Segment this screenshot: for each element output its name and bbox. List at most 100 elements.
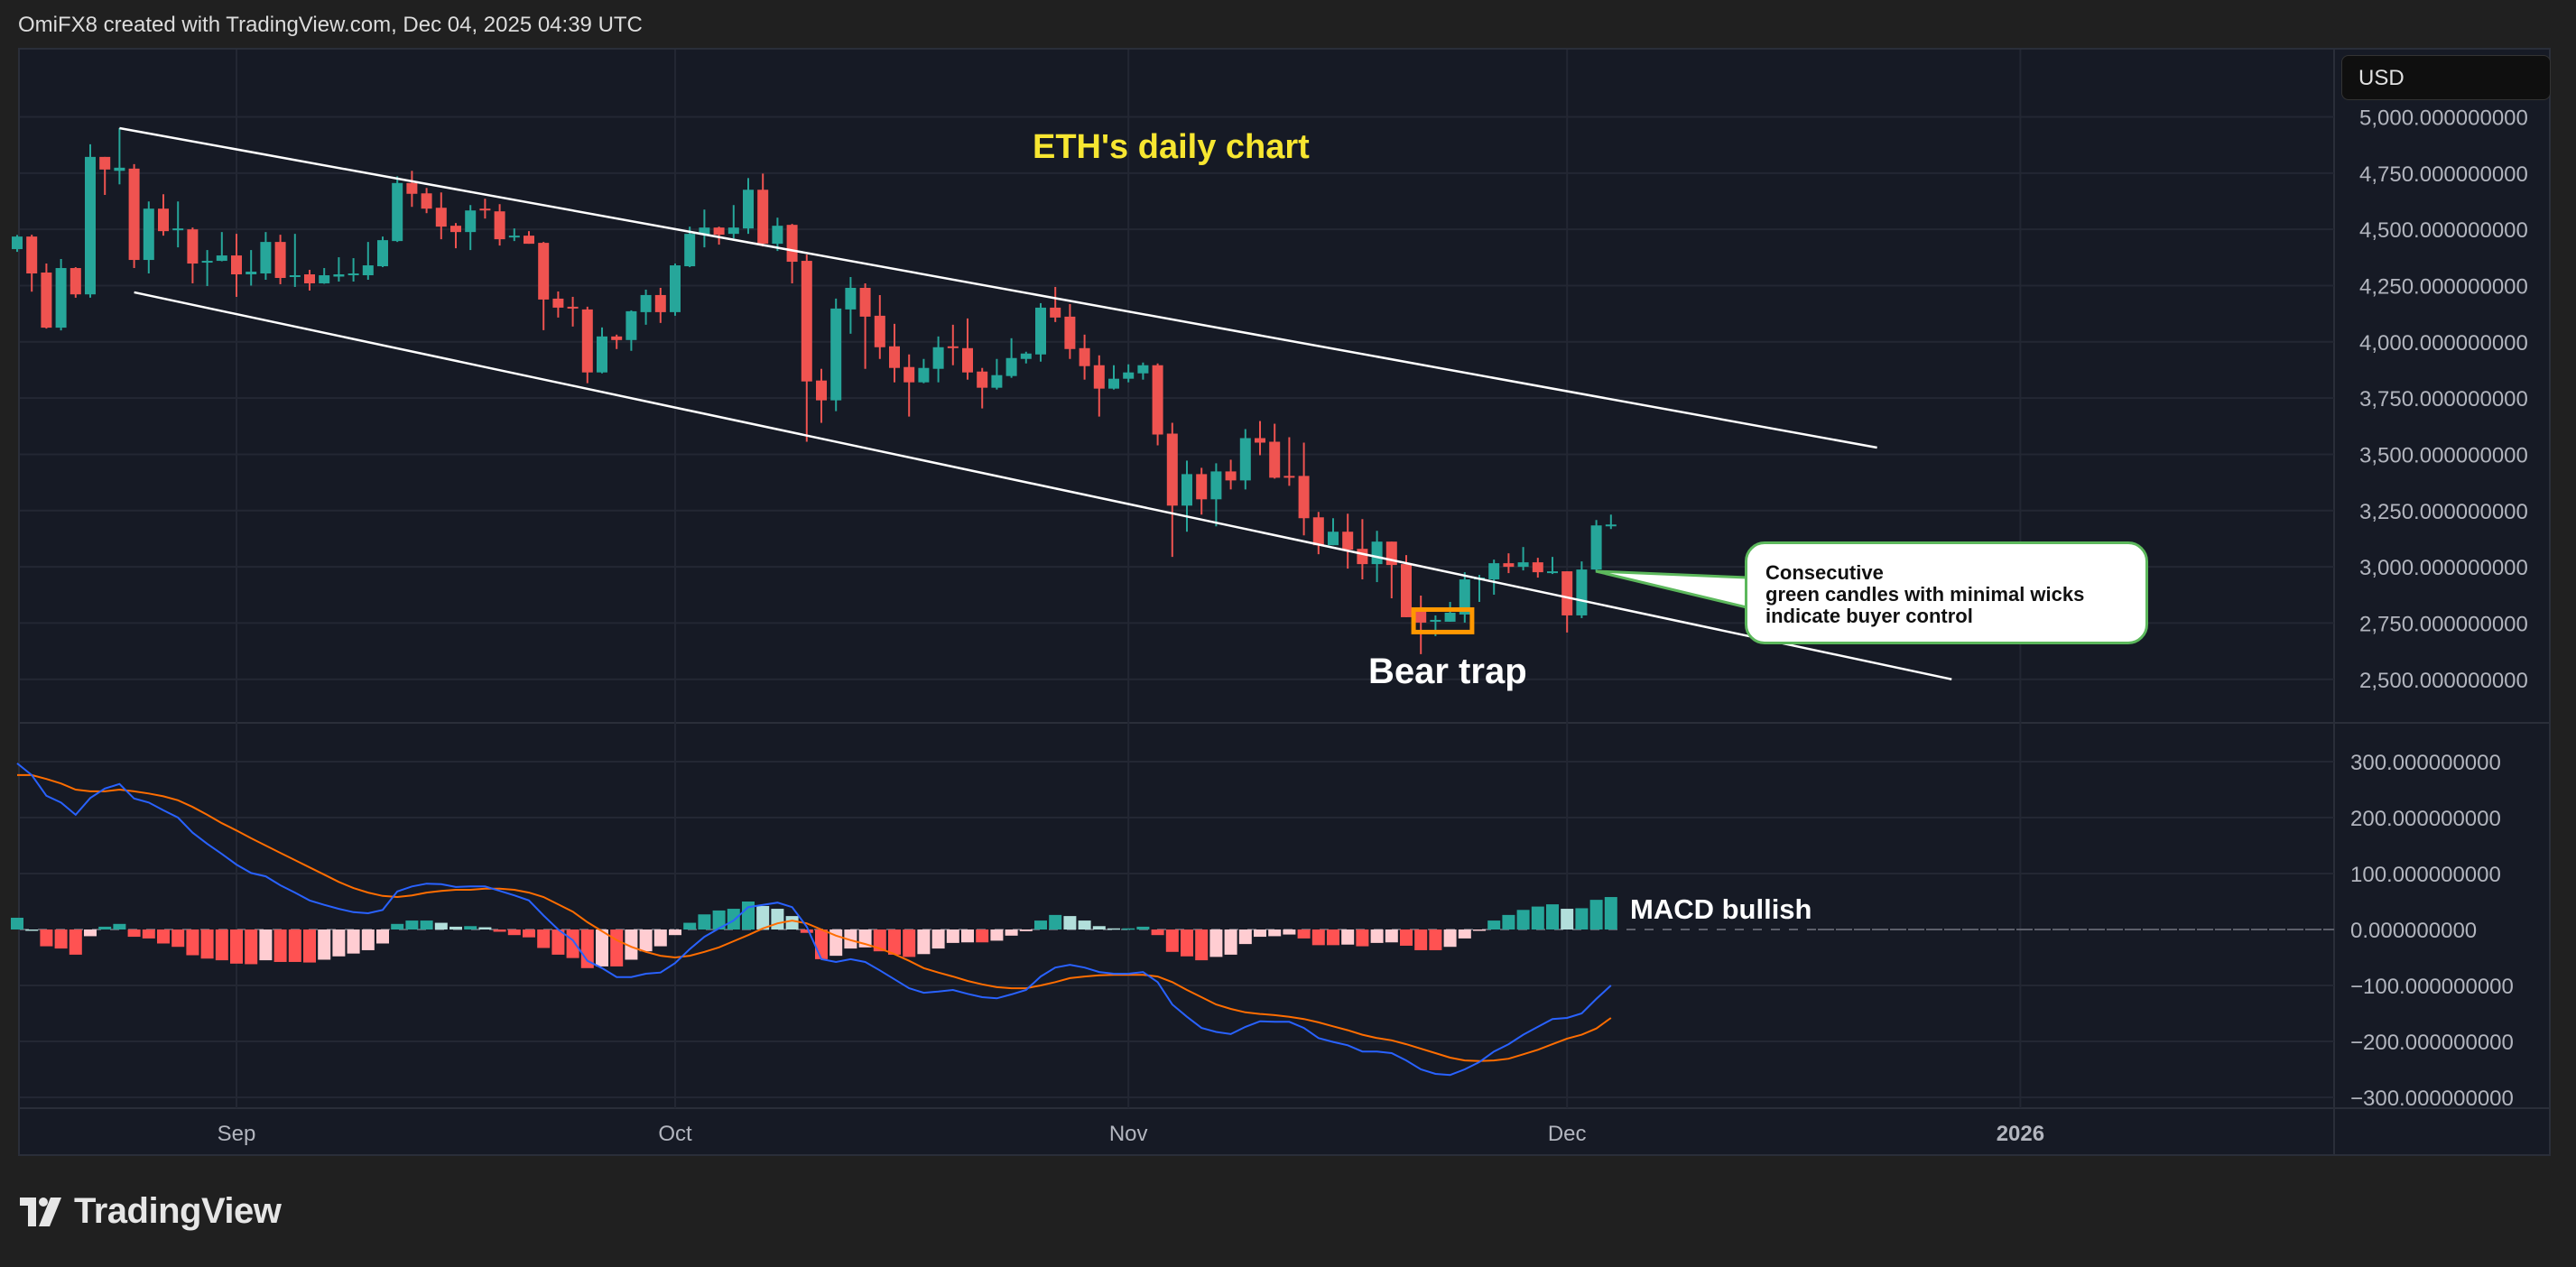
macd-histogram-bar xyxy=(171,929,185,948)
macd-bullish-label: MACD bullish xyxy=(1630,893,1812,925)
macd-histogram-bar xyxy=(332,929,346,957)
candle-body xyxy=(1137,365,1149,374)
candle-body xyxy=(347,273,359,276)
candle-body xyxy=(1225,471,1237,481)
candle-body xyxy=(611,336,623,340)
candle-body xyxy=(1210,471,1222,500)
candle-body xyxy=(889,346,900,368)
macd-histogram-bar xyxy=(303,929,316,963)
candle-body xyxy=(201,261,213,264)
candle-body xyxy=(114,167,125,171)
price-axis-label: 2,500.000000000 xyxy=(2359,669,2528,693)
candle-body xyxy=(69,268,81,295)
candle-body xyxy=(1605,524,1617,527)
candle-body xyxy=(1430,619,1441,622)
macd-histogram-bar xyxy=(1327,929,1339,946)
macd-histogram-bar xyxy=(625,929,638,960)
candle-body xyxy=(1005,357,1017,376)
candle-body xyxy=(392,182,403,242)
candle-body xyxy=(143,208,154,261)
candle-body xyxy=(713,227,725,236)
macd-histogram-bar xyxy=(1092,926,1106,929)
candle-body xyxy=(55,268,67,328)
price-axis-label: 4,000.000000000 xyxy=(2359,331,2528,356)
macd-histogram-bar xyxy=(946,929,959,943)
signal-line xyxy=(17,773,1612,1062)
macd-histogram-bar xyxy=(1122,928,1135,930)
callout-pointer xyxy=(1595,569,1748,609)
tradingview-logo[interactable]: TradingView xyxy=(20,1191,282,1232)
candle-body xyxy=(1532,562,1543,573)
price-axis-label: 3,250.000000000 xyxy=(2359,500,2528,524)
price-axis-label: 4,250.000000000 xyxy=(2359,274,2528,299)
time-axis-label: 2026 xyxy=(1997,1122,2044,1146)
macd-histogram-bar xyxy=(54,929,68,949)
candle-body xyxy=(406,182,418,194)
macd-histogram-bar xyxy=(698,914,711,929)
candle-body xyxy=(158,208,169,232)
candle-body xyxy=(552,298,564,308)
candle-body xyxy=(319,275,330,283)
macd-axis-label: −300.000000000 xyxy=(2350,1087,2514,1111)
candle-body xyxy=(1196,474,1208,500)
macd-histogram-bar xyxy=(1049,914,1062,929)
candle-body xyxy=(874,315,885,347)
candle-body xyxy=(1123,372,1135,379)
candle-body xyxy=(187,229,199,264)
time-axis-label: Nov xyxy=(1109,1122,1148,1146)
candle-body xyxy=(1181,474,1192,506)
candle-body xyxy=(1401,564,1412,617)
candle-body xyxy=(99,156,111,170)
macd-histogram-bar xyxy=(464,926,477,929)
candle-body xyxy=(1269,441,1281,478)
candle-body xyxy=(172,228,184,231)
candle-body xyxy=(1255,438,1265,443)
macd-histogram-bar xyxy=(1283,929,1296,935)
macd-histogram-bar xyxy=(98,926,112,929)
candle-body xyxy=(1561,571,1573,615)
macd-histogram-bar xyxy=(1019,929,1033,931)
candle-body xyxy=(231,255,242,275)
candle-body xyxy=(581,309,593,373)
candle-body xyxy=(1590,525,1602,570)
candle-body xyxy=(654,294,666,312)
time-axis-label: Sep xyxy=(218,1122,256,1146)
candle-body xyxy=(362,265,374,276)
candle-body xyxy=(479,208,491,211)
candle-body xyxy=(1444,612,1456,622)
price-axis-label: 3,500.000000000 xyxy=(2359,443,2528,467)
candle-body xyxy=(26,236,38,274)
macd-histogram-bar xyxy=(376,929,389,944)
candle-body xyxy=(246,272,257,275)
macd-histogram-bar xyxy=(1516,910,1530,929)
candle-body xyxy=(859,287,871,317)
macd-histogram-bar xyxy=(844,929,857,949)
macd-histogram-bar xyxy=(1400,929,1413,946)
candle-body xyxy=(304,274,315,283)
macd-histogram-bar xyxy=(639,929,653,952)
candle-body xyxy=(1328,532,1339,546)
candle-body xyxy=(435,208,447,227)
macd-histogram-bar xyxy=(478,927,492,929)
price-axis-label: 4,750.000000000 xyxy=(2359,162,2528,187)
macd-histogram-bar xyxy=(1209,929,1223,957)
macd-histogram-bar xyxy=(1254,929,1266,938)
candle-body xyxy=(670,265,681,312)
candle-body xyxy=(289,275,301,278)
macd-histogram-bar xyxy=(742,902,755,929)
macd-histogram-bar xyxy=(785,916,799,929)
macd-histogram-bar xyxy=(230,929,243,964)
macd-histogram-bar xyxy=(580,929,594,968)
macd-histogram-bar xyxy=(917,929,931,955)
macd-histogram-bar xyxy=(1443,929,1457,948)
macd-histogram-bar xyxy=(288,929,301,962)
candle-body xyxy=(1093,365,1105,389)
macd-histogram-bar xyxy=(653,929,667,947)
candle-body xyxy=(977,371,988,388)
candle-body xyxy=(830,308,842,401)
macd-histogram-bar xyxy=(683,922,697,929)
candle-body xyxy=(786,225,798,263)
candle-body xyxy=(1312,517,1324,546)
currency-selector[interactable]: USD xyxy=(2341,55,2551,100)
